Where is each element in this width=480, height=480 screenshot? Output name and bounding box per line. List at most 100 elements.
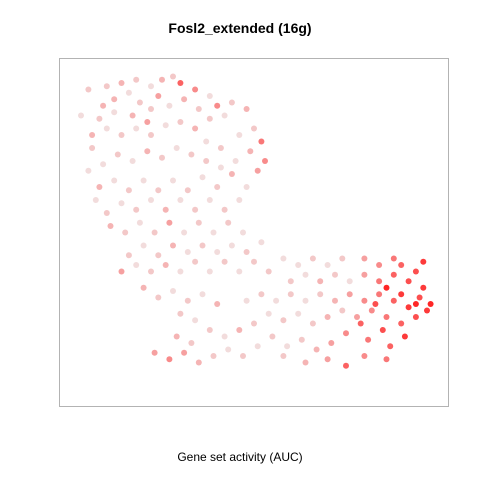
data-point: [284, 343, 291, 350]
data-point: [136, 99, 143, 106]
data-point: [151, 229, 158, 236]
data-point: [89, 145, 96, 151]
data-point: [236, 327, 243, 333]
data-point: [390, 255, 397, 262]
data-point: [361, 271, 368, 278]
data-point: [170, 288, 176, 294]
data-point: [192, 206, 199, 213]
data-point: [376, 278, 383, 285]
data-point: [184, 249, 191, 255]
data-point: [148, 83, 154, 90]
data-point: [155, 252, 162, 259]
data-point: [170, 177, 176, 184]
data-point: [140, 284, 147, 291]
data-point: [133, 76, 140, 83]
data-point: [159, 76, 165, 83]
data-point: [332, 271, 338, 278]
data-point: [177, 197, 184, 203]
data-point: [420, 284, 427, 291]
data-point: [332, 297, 338, 304]
data-point: [170, 73, 176, 80]
data-point: [398, 291, 405, 298]
data-point: [133, 125, 140, 132]
data-point: [412, 314, 419, 320]
data-point: [122, 229, 129, 236]
data-point: [203, 138, 210, 145]
data-point: [240, 353, 246, 359]
data-point: [111, 96, 118, 103]
data-point: [210, 229, 217, 236]
data-point: [206, 115, 213, 122]
data-point: [309, 320, 316, 327]
data-point: [177, 268, 184, 275]
data-point: [243, 249, 250, 255]
data-point: [195, 219, 202, 226]
data-point: [228, 99, 235, 106]
data-point: [188, 151, 195, 158]
data-point: [214, 249, 221, 255]
data-point: [328, 340, 335, 346]
data-point: [269, 333, 276, 340]
data-point: [225, 219, 232, 226]
data-point: [118, 268, 125, 275]
data-point: [295, 310, 302, 317]
data-point: [144, 148, 151, 155]
data-point: [129, 112, 136, 119]
data-point: [254, 167, 261, 174]
data-point: [206, 327, 213, 333]
data-point: [390, 297, 397, 304]
data-point: [151, 349, 158, 356]
chart-title: Fosl2_extended (16g): [168, 20, 312, 36]
data-point: [383, 314, 390, 320]
data-point: [184, 187, 191, 194]
data-point: [114, 151, 121, 158]
data-point: [317, 278, 324, 285]
data-point: [125, 252, 132, 259]
data-point: [343, 330, 349, 337]
data-point: [258, 291, 265, 298]
data-point: [103, 210, 110, 216]
data-point: [251, 125, 257, 132]
data-point: [383, 356, 390, 363]
data-point: [170, 242, 176, 249]
data-point: [251, 320, 257, 327]
data-point: [228, 242, 235, 249]
data-point: [103, 83, 110, 90]
data-point: [140, 242, 147, 249]
data-point: [192, 86, 199, 93]
data-point: [398, 320, 405, 327]
data-point: [228, 171, 235, 177]
data-point: [107, 223, 114, 229]
data-point: [166, 102, 173, 109]
data-point: [424, 307, 430, 314]
data-point: [376, 262, 383, 268]
data-point: [232, 158, 239, 164]
data-point: [148, 197, 154, 203]
data-point: [221, 258, 228, 265]
data-point: [177, 119, 184, 125]
data-point: [343, 362, 349, 369]
data-point: [309, 255, 316, 262]
data-point: [89, 132, 96, 138]
data-point: [162, 262, 169, 268]
data-point: [173, 333, 180, 340]
data-point: [339, 307, 346, 314]
data-point: [247, 148, 254, 155]
data-point: [192, 125, 199, 132]
data-point: [273, 297, 280, 304]
data-point: [298, 336, 305, 343]
data-point: [166, 356, 173, 363]
data-point: [405, 278, 412, 285]
data-point: [155, 294, 162, 301]
plot-frame: [59, 58, 449, 407]
data-point: [206, 93, 213, 99]
data-point: [313, 346, 320, 353]
data-point: [365, 336, 372, 343]
data-point: [192, 317, 199, 324]
data-point: [78, 112, 84, 119]
data-point: [118, 132, 125, 138]
data-point: [346, 291, 353, 298]
data-point: [361, 353, 368, 359]
data-point: [155, 93, 162, 99]
data-point: [412, 301, 419, 307]
